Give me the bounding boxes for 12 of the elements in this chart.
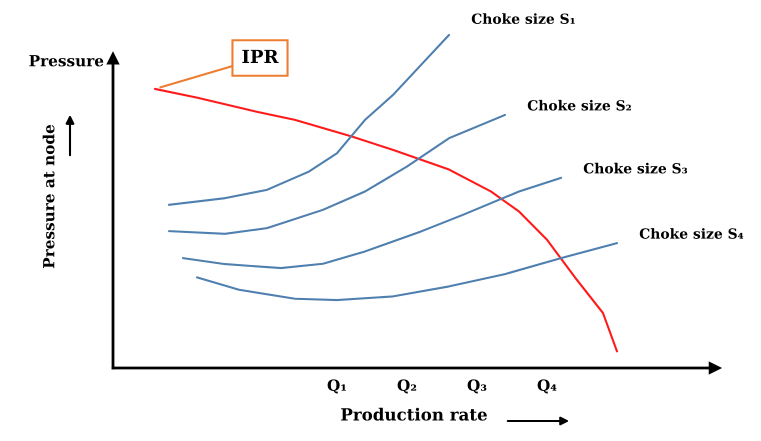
series-label: Choke size S₂ xyxy=(528,100,631,111)
x-tick-label: Q₁ xyxy=(328,379,346,394)
x-axis-title: Production rate xyxy=(341,408,487,421)
series-label: Choke size S₄ xyxy=(640,228,744,239)
y-axis-title: Pressure at node xyxy=(42,124,54,268)
series-label: Choke size S₁ xyxy=(472,13,575,24)
x-tick-label: Q₄ xyxy=(538,379,556,394)
series-label: Choke size S₃ xyxy=(584,162,688,174)
annotation: IPR xyxy=(242,50,279,63)
x-tick-label: Q₂ xyxy=(398,379,416,394)
text: Pressure xyxy=(29,55,104,66)
x-tick-label: Q₃ xyxy=(468,379,486,394)
